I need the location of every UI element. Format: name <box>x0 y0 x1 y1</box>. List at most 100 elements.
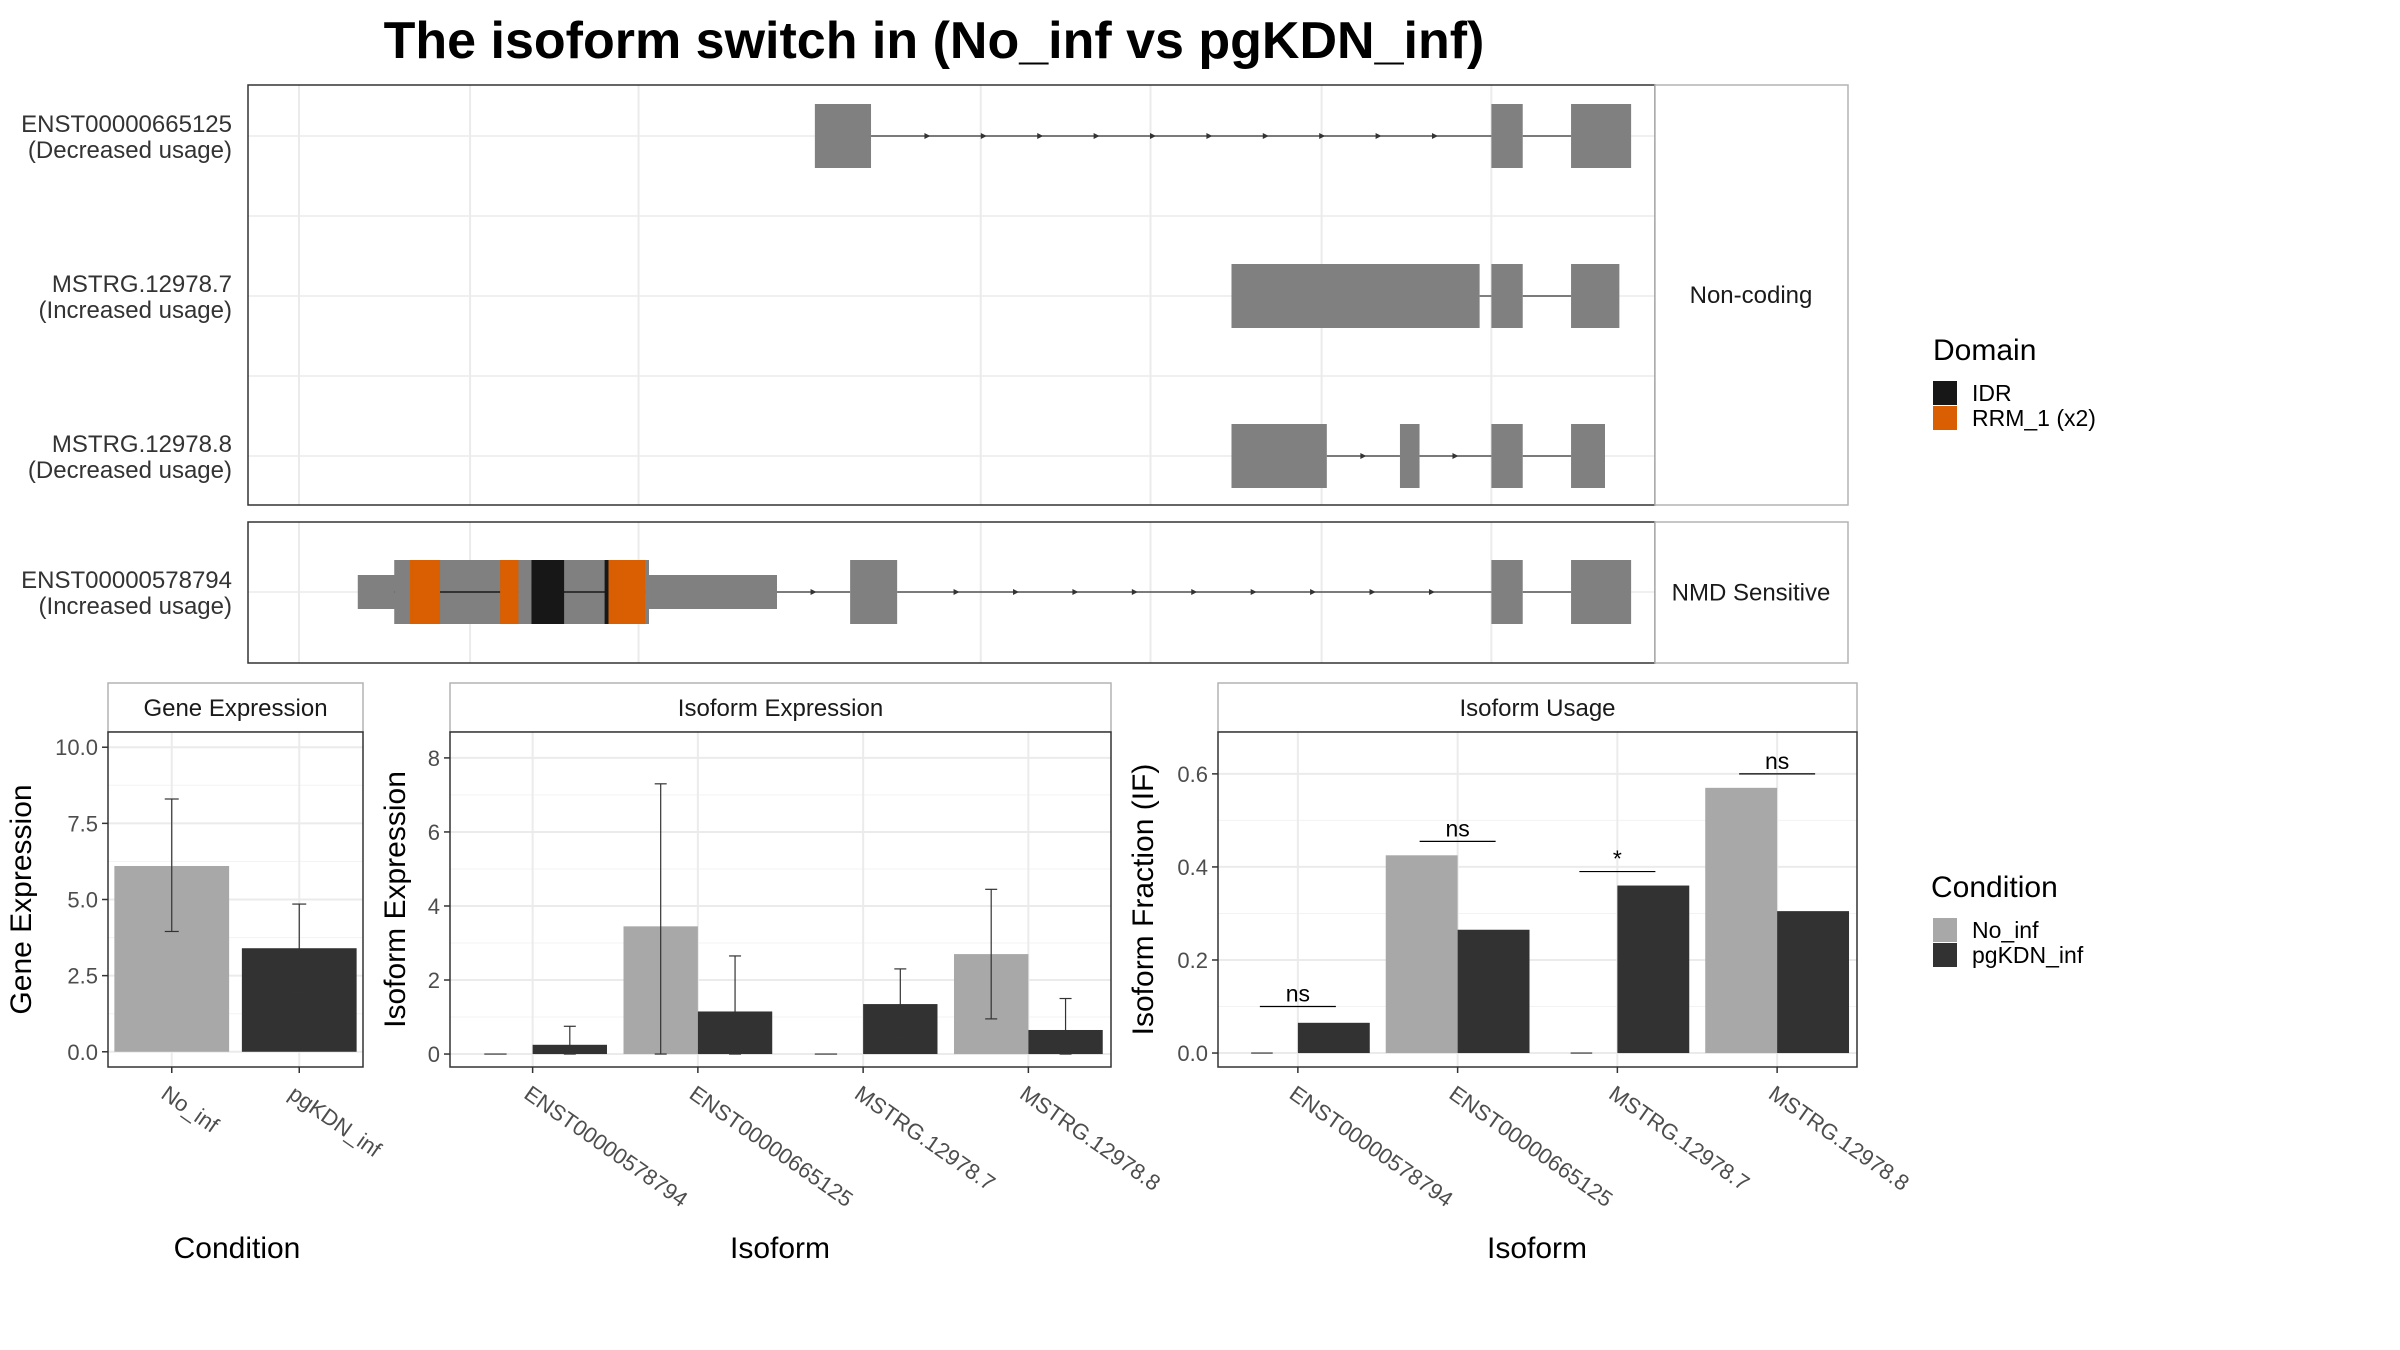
exon <box>850 560 898 624</box>
intron-arrow <box>1250 589 1257 595</box>
protein-domain <box>604 560 609 624</box>
protein-domain <box>500 560 519 624</box>
x-tick-label: MSTRG.12978.8 <box>1016 1081 1166 1196</box>
exon <box>1571 104 1632 168</box>
significance-label: * <box>1613 846 1622 872</box>
significance-label: ns <box>1286 981 1310 1007</box>
x-tick-label: MSTRG.12978.7 <box>1605 1081 1755 1196</box>
exon <box>1491 264 1523 328</box>
plot-border <box>107 731 364 1068</box>
significance-label: ns <box>1765 748 1789 774</box>
bar <box>1617 885 1690 1054</box>
x-tick-label: pgKDN_inf <box>284 1081 386 1163</box>
intron-arrow <box>1191 589 1198 595</box>
y-tick-label: 0.4 <box>1177 855 1208 880</box>
utr-mask <box>649 609 778 625</box>
intron-arrow <box>1431 133 1438 139</box>
intron-arrow <box>924 133 931 139</box>
exon <box>1571 560 1632 624</box>
structure-strip-label: NMD Sensitive <box>1672 580 1831 607</box>
y-tick-label: 5.0 <box>67 888 98 913</box>
y-tick-label: 10.0 <box>55 735 98 760</box>
intron-arrow <box>953 589 960 595</box>
y-tick-label: 2.5 <box>67 964 98 989</box>
bar <box>1705 787 1778 1054</box>
intron-arrow <box>1131 589 1138 595</box>
y-tick-label: 7.5 <box>67 811 98 836</box>
intron-arrow <box>980 133 987 139</box>
intron-arrow <box>1012 589 1019 595</box>
y-tick-label: 8 <box>428 746 440 771</box>
utr-mask <box>356 559 395 575</box>
intron-arrow <box>1360 453 1367 459</box>
domain-legend-key <box>1933 381 1957 405</box>
utr-mask <box>356 609 395 625</box>
isoform-usage-label: (Decreased usage) <box>28 137 232 164</box>
domain-legend-label: RRM_1 (x2) <box>1972 405 2096 431</box>
isoform-usage-label: (Increased usage) <box>39 297 232 324</box>
intron-arrow <box>1072 589 1079 595</box>
exon <box>1571 264 1620 328</box>
x-axis-title: Isoform <box>730 1232 830 1265</box>
plot-border <box>1217 731 1858 1068</box>
intron-arrow <box>1319 133 1326 139</box>
panel-strip-label: Isoform Expression <box>678 695 883 722</box>
exon <box>1571 424 1605 488</box>
intron-arrow <box>1310 589 1317 595</box>
y-tick-label: 0 <box>428 1042 440 1067</box>
intron-arrow <box>1150 133 1157 139</box>
cds-segment <box>394 560 411 624</box>
exon <box>1231 424 1327 488</box>
domain-legend-label: IDR <box>1972 380 2012 406</box>
bar <box>1385 855 1458 1054</box>
cds-segment <box>518 560 532 624</box>
condition-legend-key <box>1933 943 1957 967</box>
x-tick-label: ENST00000665125 <box>1445 1081 1618 1212</box>
exon <box>814 104 872 168</box>
structure-strip <box>1654 84 1849 506</box>
protein-domain <box>410 560 441 624</box>
domain-legend-title: Domain <box>1933 334 2036 367</box>
x-tick-label: MSTRG.12978.7 <box>850 1081 1000 1196</box>
plot-border <box>449 731 1112 1068</box>
protein-domain <box>531 560 565 624</box>
panel-strip <box>107 682 364 733</box>
isoform-usage-plot: Isoform Usage 0.0 0.2 0.4 0.6 ns ns * ns ENST0000… <box>1127 682 1914 1265</box>
intron-arrow <box>1452 453 1459 459</box>
condition-legend-key <box>1933 918 1957 942</box>
condition-legend-label: pgKDN_inf <box>1972 942 2084 968</box>
panel-strip <box>1217 682 1858 733</box>
y-tick-label: 0.6 <box>1177 762 1208 787</box>
cds-gap-line <box>564 591 605 593</box>
intron-arrow <box>1037 133 1044 139</box>
bar <box>1777 911 1850 1054</box>
isoform-usage-label: (Decreased usage) <box>28 457 232 484</box>
bar <box>1457 929 1530 1054</box>
panel-strip-label: Isoform Usage <box>1459 695 1615 722</box>
y-tick-label: 0.2 <box>1177 948 1208 973</box>
intron-arrow <box>1369 589 1376 595</box>
structure-strip-label: Non-coding <box>1690 282 1813 309</box>
cds-segment <box>645 560 650 624</box>
x-axis-title: Condition <box>174 1232 301 1265</box>
intron-arrow <box>1428 589 1435 595</box>
x-tick-label: No_inf <box>157 1081 224 1138</box>
intron-arrow <box>810 589 817 595</box>
x-axis-title: Isoform <box>1487 1232 1587 1265</box>
structure-strip <box>1654 521 1849 664</box>
exon <box>1491 424 1523 488</box>
y-tick-label: 2 <box>428 968 440 993</box>
isoform-usage-label: (Increased usage) <box>39 593 232 620</box>
intron-arrow <box>1206 133 1213 139</box>
exon <box>1491 560 1523 624</box>
bar <box>1297 1022 1370 1054</box>
y-tick-label: 4 <box>428 894 440 919</box>
isoform-id-label: MSTRG.12978.8 <box>52 431 232 458</box>
x-tick-label: MSTRG.12978.8 <box>1764 1081 1914 1196</box>
isoform-expression-plot: Isoform Expression 0 2 4 6 8 ENST00000578794EN… <box>379 682 1166 1265</box>
panel-strip-label: Gene Expression <box>143 695 327 722</box>
x-tick-label: ENST00000578794 <box>1285 1081 1458 1212</box>
y-axis-title: Gene Expression <box>5 784 38 1014</box>
